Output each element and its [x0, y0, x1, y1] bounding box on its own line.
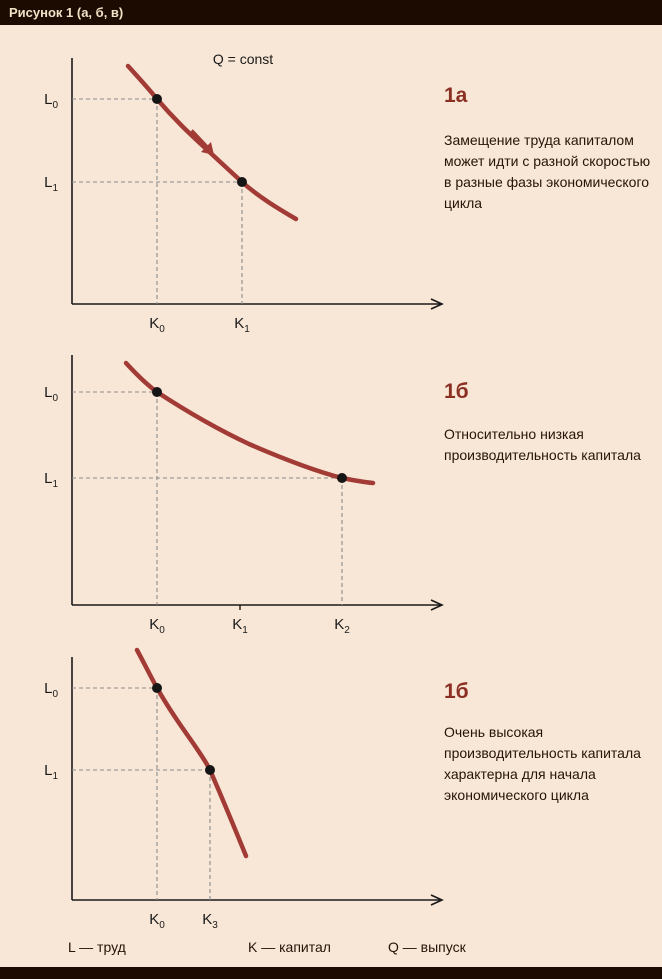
- chart-panel-1v: L0 K0 L1 K3: [44, 647, 444, 931]
- figure-header-bar: Рисунок 1 (а, б, в): [0, 0, 662, 25]
- panel-1b-description: Относительно низкая производительность к…: [444, 426, 641, 463]
- svg-text:L1: L1: [44, 470, 58, 490]
- svg-text:K1: K1: [234, 315, 250, 335]
- svg-text:L1: L1: [44, 762, 58, 782]
- legend-labour: L — труд: [68, 939, 126, 955]
- legend-output: Q — выпуск: [388, 939, 466, 955]
- svg-text:K0: K0: [149, 315, 165, 335]
- svg-text:L1: L1: [44, 174, 58, 194]
- svg-text:K2: K2: [334, 616, 350, 636]
- chart-panel-1b: L0 K0 K1 L1 K2: [44, 355, 444, 636]
- svg-text:L0: L0: [44, 384, 58, 404]
- svg-text:K3: K3: [202, 911, 218, 931]
- svg-text:K1: K1: [232, 616, 248, 636]
- svg-text:L0: L0: [44, 91, 58, 111]
- panel-1v-description: Очень высокая производительность капитал…: [444, 724, 641, 803]
- figure-title: Рисунок 1 (а, б, в): [9, 5, 124, 20]
- bottom-bar: [0, 967, 662, 979]
- svg-text:K0: K0: [149, 616, 165, 636]
- svg-text:Q = const: Q = const: [213, 51, 273, 67]
- panel-1a-description: Замещение труда капиталом может идти с р…: [444, 132, 651, 211]
- panel-1v-heading: 1б: [444, 680, 469, 703]
- panel-1a-heading: 1а: [444, 84, 468, 107]
- legend-capital: K — капитал: [248, 939, 331, 955]
- panel-1b-heading: 1б: [444, 380, 469, 403]
- svg-text:K0: K0: [149, 911, 165, 931]
- svg-text:L0: L0: [44, 680, 58, 700]
- chart-panel-1a: L0 K0 L1 K1 Q = const: [44, 51, 444, 335]
